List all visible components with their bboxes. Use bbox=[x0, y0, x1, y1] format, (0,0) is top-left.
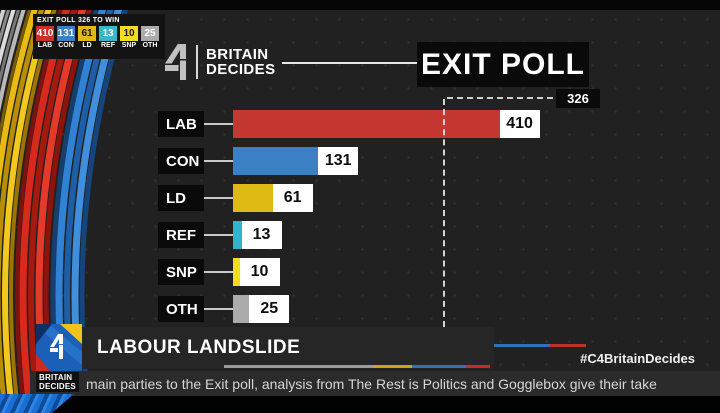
threshold-label-box: 326 bbox=[556, 89, 600, 108]
ribbon-stripe bbox=[0, 0, 19, 67]
exit-poll-legend: EXIT POLL 326 TO WIN 410 131 61 13 10 25 LAB C… bbox=[33, 14, 165, 59]
value-label-lab: 410 bbox=[499, 110, 540, 138]
bar-ld bbox=[233, 184, 273, 212]
chart-row-snp: SNP 10 bbox=[158, 258, 280, 286]
brand-title-connector-line bbox=[282, 62, 417, 64]
bottom-letterbox-strip bbox=[0, 396, 720, 413]
ticker-brand-line2: DECIDES bbox=[39, 382, 76, 391]
legend-label-snp: SNP bbox=[121, 42, 137, 49]
legend-tile-lab: 410 bbox=[36, 26, 54, 41]
ribbon-stripe bbox=[0, 0, 24, 87]
legend-labels: LAB CON LD REF SNP OTH bbox=[36, 42, 162, 49]
bar-ref bbox=[233, 221, 242, 249]
value-label-snp: 10 bbox=[239, 258, 280, 286]
legend-label-lab: LAB bbox=[37, 42, 53, 49]
top-letterbox-strip bbox=[0, 0, 720, 10]
legend-title: EXIT POLL 326 TO WIN bbox=[37, 17, 120, 24]
brand-line2: DECIDES bbox=[206, 61, 276, 78]
ribbon-stripe bbox=[0, 0, 35, 144]
category-tick bbox=[204, 271, 233, 273]
chart-row-oth: OTH 25 bbox=[158, 295, 290, 323]
headline: LABOUR LANDSLIDE bbox=[97, 337, 301, 358]
brand-line1: BRITAIN bbox=[206, 46, 269, 63]
legend-label-ref: REF bbox=[101, 42, 115, 49]
value-label-ref: 13 bbox=[241, 221, 282, 249]
legend-label-ld: LD bbox=[82, 42, 92, 49]
ticker-text: main parties to the Exit poll, analysis … bbox=[86, 375, 657, 392]
legend-tiles: 410 131 61 13 10 25 bbox=[36, 26, 162, 41]
category-tick bbox=[204, 197, 233, 199]
category-tick bbox=[204, 234, 233, 236]
brand-divider bbox=[196, 45, 198, 79]
legend-label-con: CON bbox=[58, 42, 74, 49]
category-label-oth: OTH bbox=[158, 296, 204, 322]
category-label-con: CON bbox=[158, 148, 204, 174]
category-label-ref: REF bbox=[158, 222, 204, 248]
category-label-snp: SNP bbox=[158, 259, 204, 285]
legend-tile-snp: 10 bbox=[120, 26, 138, 41]
value-label-oth: 25 bbox=[249, 295, 290, 323]
value-label-ld: 61 bbox=[272, 184, 313, 212]
page-title: EXIT POLL bbox=[420, 47, 585, 81]
chart-row-lab: LAB 410 bbox=[158, 110, 540, 138]
bar-snp bbox=[233, 258, 240, 286]
ribbon-stripe bbox=[0, 0, 41, 413]
bar-oth bbox=[233, 295, 250, 323]
hashtag: #C4BritainDecides bbox=[580, 351, 695, 366]
legend-label-oth: OTH bbox=[142, 42, 158, 49]
threshold-dashed-line-horizontal bbox=[447, 97, 553, 99]
legend-tile-ld: 61 bbox=[78, 26, 96, 41]
trend-line-upper bbox=[494, 344, 586, 347]
threshold-dashed-line-vertical bbox=[443, 99, 445, 327]
category-tick bbox=[204, 123, 233, 125]
news-ticker: main parties to the Exit poll, analysis … bbox=[30, 371, 720, 396]
threshold-label: 326 bbox=[567, 91, 589, 106]
legend-tile-ref: 13 bbox=[99, 26, 117, 41]
britain-decides-brand: BRITAIN DECIDES bbox=[164, 44, 275, 80]
category-label-lab: LAB bbox=[158, 111, 204, 137]
ticker-brand-bug: BRITAIN DECIDES bbox=[36, 372, 79, 392]
chart-row-con: CON 131 bbox=[158, 147, 359, 175]
ribbon-stripe bbox=[0, 0, 29, 113]
channel4-icon bbox=[165, 44, 186, 80]
category-tick bbox=[204, 160, 233, 162]
channel4-bug-stripes bbox=[0, 394, 74, 413]
ribbon-stripe bbox=[0, 0, 48, 413]
category-label-ld: LD bbox=[158, 185, 204, 211]
bar-con bbox=[233, 147, 319, 175]
brand-text: BRITAIN DECIDES bbox=[206, 47, 275, 77]
ticker-brand-line1: BRITAIN bbox=[39, 373, 73, 382]
value-label-con: 131 bbox=[318, 147, 359, 175]
channel4-logo-square bbox=[36, 324, 82, 371]
legend-tile-con: 131 bbox=[57, 26, 75, 41]
legend-tile-oth: 25 bbox=[141, 26, 159, 41]
chart-row-ld: LD 61 bbox=[158, 184, 313, 212]
lower-third-banner: LABOUR LANDSLIDE bbox=[79, 327, 494, 369]
chart-row-ref: REF 13 bbox=[158, 221, 282, 249]
page-title-box: EXIT POLL bbox=[417, 42, 589, 87]
bar-lab bbox=[233, 110, 500, 138]
trend-line-lower bbox=[224, 365, 490, 368]
category-tick bbox=[204, 308, 233, 310]
